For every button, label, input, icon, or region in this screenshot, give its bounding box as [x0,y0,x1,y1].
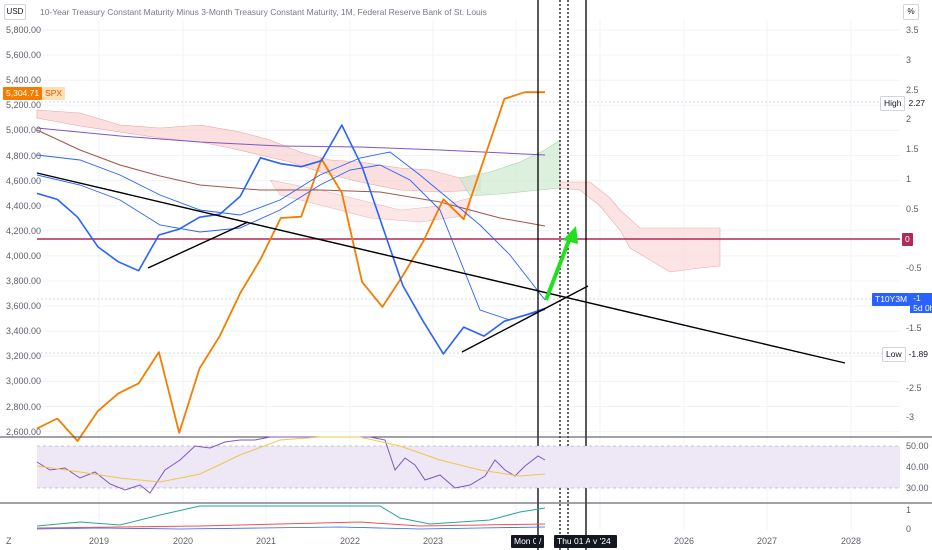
trendline-ascending [461,285,589,353]
left-axis-tick: 3,000.00 [6,376,42,387]
crosshair-label-1: Mon 0 [511,535,541,548]
x-tick-2022: 2022 [339,536,361,546]
right-axis-tick: -3 [906,412,915,423]
trendline-support-2019 [147,221,249,269]
left-axis-tick: 5,400.00 [6,75,42,86]
high-label: High [880,96,906,111]
t10y3m-countdown: 5d 0h [913,303,932,313]
right-axis-tick: 1 [906,174,912,184]
t10y3m-symbol: T10Y3M [872,293,911,306]
osc-tick-1: 1 [906,505,912,515]
right-axis-tick: 3 [906,54,912,65]
right-axis-tick: 1.5 [906,144,919,155]
cloud-red-upper [36,109,481,193]
series-group [36,91,546,442]
x-tick-2019: 2019 [88,536,110,546]
high-value: 2.27 [905,97,929,110]
rsi-ma-line [36,436,546,483]
t10y3m-line [36,124,546,355]
ma-blue-thin-1 [36,151,546,301]
spx-symbol: SPX [42,87,66,100]
right-axis-tick: -0.5 [906,263,922,274]
x-tick-2021: 2021 [255,536,277,546]
spx-price-value: 5,304.71 [3,87,43,100]
percent-button[interactable]: % [903,4,919,20]
spx-price-badge: 5,304.71 SPX [3,87,66,100]
crosshair-label-2: / [536,535,545,548]
ma-purple [36,127,546,156]
left-axis-tick: 4,200.00 [6,225,42,236]
osc-green-line [36,505,546,527]
ma-brown [36,129,546,227]
right-axis-tick: -2.5 [906,382,922,393]
left-axis-tick: 3,200.00 [6,351,42,362]
left-axis-tick: 4,600.00 [6,175,42,186]
x-tick-2027: 2027 [756,536,778,546]
right-axis-tick: -1.5 [906,323,922,333]
t10y3m-value: -1 [913,293,921,303]
z-button[interactable]: Z [6,536,12,546]
rsi-line [36,436,546,494]
rsi-tick-40: 40.00 [906,462,929,472]
currency-button[interactable]: USD [4,4,26,20]
osc-red-line [36,521,546,529]
t10y3m-badge: T10Y3M -1 5d 0h [872,293,932,313]
rsi-tick-30: 30.00 [906,483,929,493]
left-axis-tick: 4,800.00 [6,150,42,161]
green-arrow-shaft [544,234,573,301]
left-axis-tick: 4,400.00 [6,200,42,211]
right-axis-tick: 3.5 [906,25,919,35]
osc-tick-0: 0 [906,524,912,534]
osc-blue-line [36,526,546,530]
low-label: Low [882,347,906,362]
trendline-descending [36,172,846,364]
left-axis-tick: 5,000.00 [6,125,42,136]
ma-blue-thin-2 [36,164,546,321]
left-axis-tick: 5,600.00 [6,50,42,61]
left-axis-tick: 3,600.00 [6,301,42,312]
low-badge: Low -1.89 [882,347,931,362]
spx-line [36,91,545,442]
x-tick-2028: 2028 [840,536,862,546]
left-axis-tick: 5,800.00 [6,25,42,35]
high-badge: High 2.27 [880,96,929,111]
x-tick-2026: 2026 [673,536,695,546]
zero-badge: 0 [902,233,913,246]
left-axis-tick: 2,800.00 [6,401,42,412]
right-axis-tick: 2 [906,114,912,125]
rsi-tick-50: 50.00 [906,441,929,451]
right-axis-tick: 0.5 [906,203,919,214]
left-axis-tick: 2,600.00 [6,426,42,437]
chart-title: 10-Year Treasury Constant Maturity Minus… [40,7,487,17]
left-axis-tick: 4,000.00 [6,250,42,261]
low-value: -1.89 [905,348,931,361]
crosshair-label-4: v '24 [590,535,614,548]
cloud-red-future [559,181,721,273]
left-axis-tick: 3,800.00 [6,276,42,286]
left-axis-tick: 5,200.00 [6,100,42,111]
x-tick-2023: 2023 [422,536,444,546]
green-arrow-head [563,226,578,244]
x-tick-2020: 2020 [172,536,194,546]
left-axis-tick: 3,400.00 [6,326,42,337]
right-axis-tick: 2.5 [906,84,919,95]
